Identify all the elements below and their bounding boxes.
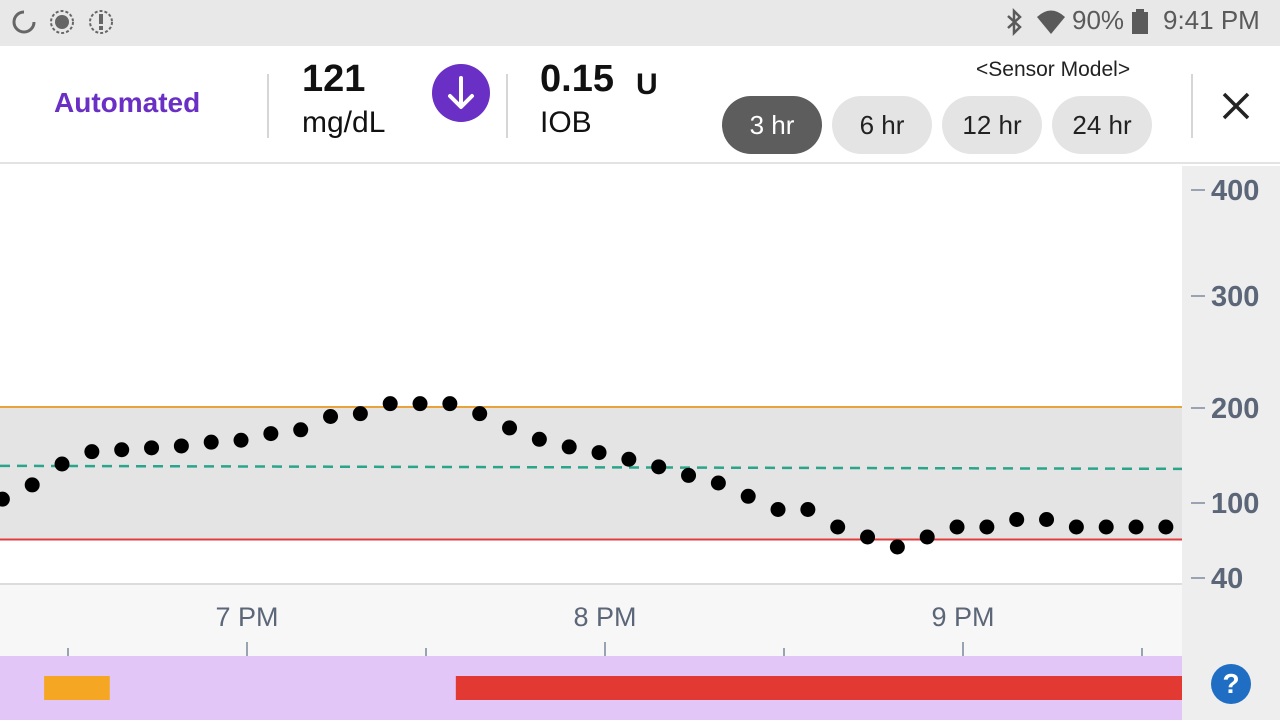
glucose-point	[919, 529, 935, 545]
glucose-point	[651, 459, 667, 475]
glucose-point	[412, 396, 428, 412]
x-tick-label: 8 PM	[573, 602, 636, 632]
glucose-unit: mg/dL	[302, 106, 386, 139]
status-bar: 90% 9:41 PM	[0, 0, 1280, 46]
divider	[506, 74, 508, 138]
glucose-point	[0, 491, 10, 507]
iob-unit: U	[636, 68, 658, 101]
range-24hr-button[interactable]: 24 hr	[1052, 96, 1152, 154]
y-tick-label: 40	[1211, 563, 1243, 595]
glucose-point	[1009, 512, 1025, 527]
glucose-point	[442, 396, 458, 412]
glucose-point	[1128, 519, 1144, 535]
wifi-icon	[1037, 10, 1065, 34]
glucose-point	[24, 477, 40, 493]
glucose-point	[531, 431, 547, 447]
target-range-band	[0, 407, 1182, 540]
sensor-model-label: <Sensor Model>	[976, 58, 1131, 81]
range-3hr-button[interactable]: 3 hr	[722, 96, 822, 154]
range-12hr-button[interactable]: 12 hr	[942, 96, 1042, 154]
event-bars	[44, 676, 1182, 700]
battery-percentage: 90%	[1072, 5, 1125, 35]
glucose-point	[293, 422, 309, 438]
iob-value: 0.15	[540, 58, 614, 100]
glucose-point	[1068, 519, 1084, 535]
glucose-point	[352, 406, 368, 422]
glucose-point	[830, 519, 846, 535]
y-axis-panel	[1182, 166, 1280, 720]
glucose-point	[740, 488, 756, 504]
glucose-point	[502, 420, 518, 436]
y-tick-label: 100	[1211, 488, 1259, 520]
x-axis-area	[0, 584, 1182, 656]
clock-time: 9:41 PM	[1163, 5, 1260, 35]
glucose-chart: 7 PM 8 PM 9 PM 400 300 200 100 40	[0, 166, 1259, 656]
glucose-point	[860, 529, 876, 545]
glucose-point	[561, 439, 577, 455]
mode-label: Automated	[54, 87, 201, 118]
glucose-point	[621, 451, 637, 467]
glucose-point	[382, 396, 398, 412]
glucose-point	[114, 442, 130, 458]
glucose-point	[979, 519, 995, 535]
glucose-point	[1098, 519, 1114, 535]
glucose-point	[54, 456, 70, 472]
glucose-point	[800, 502, 816, 517]
y-tick-label: 200	[1211, 393, 1259, 425]
glucose-point	[1158, 519, 1174, 535]
glucose-point	[263, 426, 279, 442]
event-bar	[455, 676, 1182, 700]
x-tick-label: 7 PM	[215, 602, 278, 632]
help-button[interactable]: ?	[1211, 664, 1251, 704]
glucose-point	[472, 406, 488, 422]
close-icon[interactable]	[1214, 84, 1258, 128]
glucose-point	[203, 434, 219, 450]
iob-label: IOB	[540, 106, 592, 139]
glucose-point	[323, 409, 339, 424]
x-tick-label: 9 PM	[931, 602, 994, 632]
divider	[1191, 74, 1193, 138]
battery-icon	[1132, 9, 1148, 34]
trend-arrow-down-icon	[432, 64, 490, 122]
range-6hr-button[interactable]: 6 hr	[832, 96, 932, 154]
glucose-point	[144, 440, 160, 456]
divider	[267, 74, 269, 138]
circle-notification-icon	[12, 10, 36, 34]
glucose-point	[173, 438, 189, 454]
glucose-point	[233, 432, 249, 448]
glucose-value: 121	[302, 58, 366, 100]
glucose-point	[1039, 512, 1055, 527]
event-bar	[44, 676, 110, 700]
glucose-point	[889, 539, 905, 555]
status-header: Automated 121 mg/dL 0.15 U IOB <Sensor M…	[0, 46, 1280, 164]
bluetooth-icon	[1007, 8, 1022, 36]
glucose-point	[949, 519, 965, 535]
alert-notification-icon	[89, 10, 113, 34]
glucose-point	[770, 502, 786, 517]
glucose-point	[591, 445, 607, 461]
y-tick-label: 400	[1211, 175, 1259, 207]
radio-notification-icon	[50, 10, 74, 34]
glucose-point	[681, 467, 697, 483]
y-tick-label: 300	[1211, 281, 1259, 313]
glucose-point	[84, 444, 100, 460]
glucose-point	[710, 475, 726, 491]
